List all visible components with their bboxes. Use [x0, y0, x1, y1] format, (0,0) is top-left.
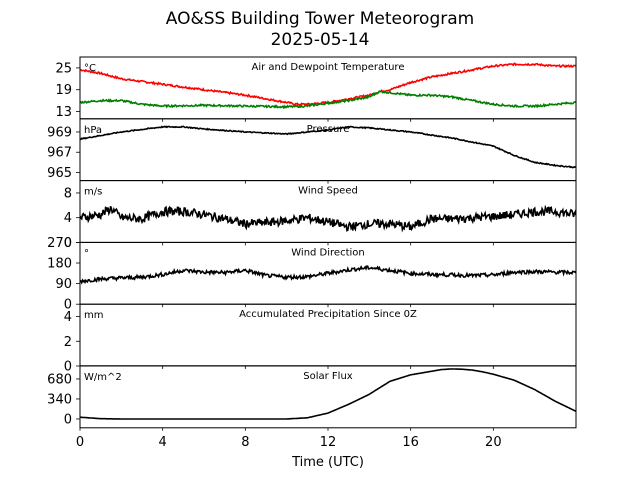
x-tick-label: 20 [485, 435, 502, 450]
panel-title: Air and Dewpoint Temperature [252, 62, 405, 73]
x-tick-label: 8 [241, 435, 249, 450]
panel-4: 0 2 4 mm Accumulated Precipitation Since 0Z [64, 303, 577, 375]
series-line-1-0 [80, 125, 576, 169]
x-tick-label: 12 [320, 435, 337, 450]
panel-3: 0 90 180 270 ° Wind Direction [47, 236, 577, 313]
x-tick-label: 4 [159, 435, 167, 450]
y-tick-label: 0 [64, 412, 72, 427]
x-tick-label: 16 [402, 435, 419, 450]
panel-2: 0 4 8 m/s Wind Speed [64, 180, 577, 251]
y-tick-label: 0 [64, 236, 72, 251]
panel-title: Wind Direction [291, 247, 365, 258]
y-tick-label: 680 [47, 372, 72, 387]
y-tick-label: 2 [64, 335, 72, 350]
y-tick-label: 0 [64, 298, 72, 313]
y-tick-label: 965 [47, 166, 72, 181]
y-tick-label: 4 [64, 310, 72, 325]
y-tick-label: 969 [47, 125, 72, 140]
y-tick-label: 19 [55, 83, 72, 98]
panel-unit-label: °C [84, 63, 96, 74]
panel-title: Pressure [307, 124, 350, 135]
series-line-0-0 [80, 62, 576, 107]
y-tick-label: 967 [47, 146, 72, 161]
y-tick-label: 4 [64, 211, 72, 226]
y-tick-label: 8 [64, 186, 72, 201]
panel-5: 0 340 680 W/m^2 Solar Flux [47, 365, 577, 431]
figure-date: 2025-05-14 [271, 30, 370, 50]
panel-unit-label: ° [84, 248, 89, 259]
figure-title: AO&SS Building Tower Meteorogram [166, 9, 474, 29]
y-tick-label: 340 [47, 392, 72, 407]
series-line-5-0 [80, 368, 576, 420]
panel-title: Wind Speed [298, 186, 358, 197]
y-tick-label: 270 [47, 236, 72, 251]
y-tick-label: 180 [47, 257, 72, 272]
series-line-2-0 [80, 204, 576, 233]
panel-unit-label: mm [84, 310, 103, 321]
panel-title: Solar Flux [303, 371, 353, 382]
panel-unit-label: hPa [84, 125, 102, 136]
y-tick-label: 0 [64, 360, 72, 375]
series-line-3-0 [80, 264, 576, 285]
x-tick-label: 0 [76, 435, 84, 450]
panel-unit-label: m/s [84, 187, 102, 198]
panel-title: Accumulated Precipitation Since 0Z [239, 309, 417, 320]
panel-1: 965 967 969 hPa Pressure [47, 118, 577, 184]
y-tick-label: 13 [55, 105, 72, 120]
panel-unit-label: W/m^2 [84, 372, 122, 383]
y-tick-label: 90 [55, 277, 72, 292]
panel-0: 13 19 25 °C Air and Dewpoint Temperature [55, 56, 577, 122]
series-line-0-1 [80, 90, 576, 110]
y-tick-label: 25 [55, 61, 72, 76]
x-axis-label: Time (UTC) [291, 455, 364, 470]
